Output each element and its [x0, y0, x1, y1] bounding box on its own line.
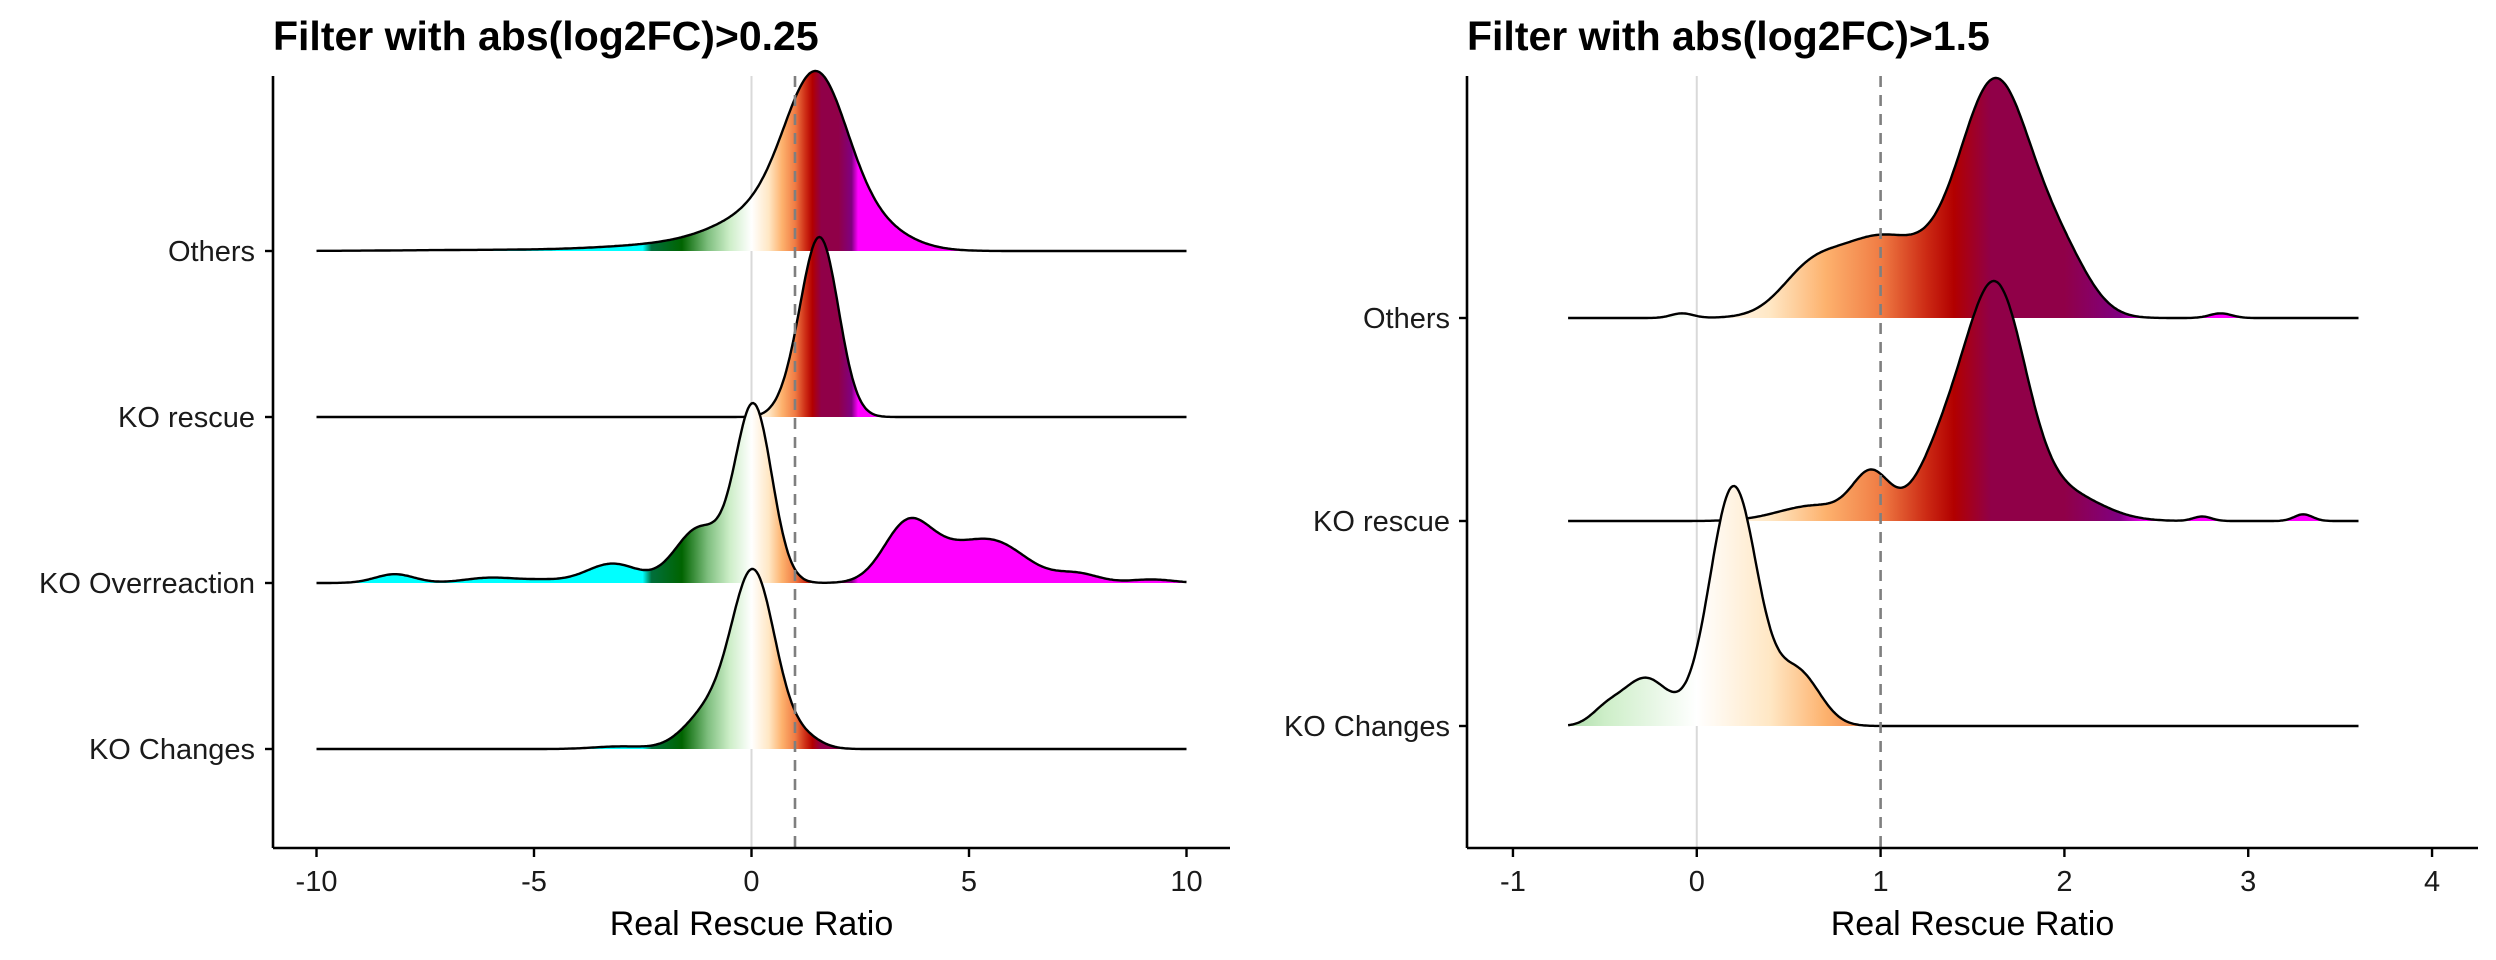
- panel-title: Filter with abs(log2FC)>0.25: [273, 13, 819, 59]
- ridge-ko-changes: [1567, 484, 2359, 728]
- ridge-outline-others: [1568, 76, 2359, 320]
- left-ridgeline-panel: Filter with abs(log2FC)>0.25 Others KO res…: [39, 13, 1230, 943]
- x-axis-title: Real Rescue Ratio: [610, 905, 893, 943]
- ridge-others: [1568, 76, 2359, 320]
- y-tick-label-others: Others: [1363, 303, 1450, 335]
- ridge-outline-ko-changes: [1567, 484, 2359, 728]
- ridge-outline-ko-changes: [316, 567, 1187, 751]
- ridge-fill-ko-changes: [1568, 486, 2359, 726]
- y-tick-label-others: Others: [168, 236, 255, 268]
- ridge-others: [316, 69, 1187, 253]
- ridge-fill-others: [316, 71, 1187, 251]
- x-tick-label: 0: [1689, 866, 1705, 898]
- ridge-ko-rescue: [1568, 279, 2359, 523]
- y-tick-label-ko-changes: KO Changes: [89, 734, 255, 766]
- x-tick-label: -10: [296, 866, 338, 898]
- ridge-ko-overreaction: [316, 401, 1187, 585]
- x-tick-label: 10: [1170, 866, 1202, 898]
- x-tick-label: -1: [1500, 866, 1526, 898]
- ridge-ko-changes: [316, 567, 1187, 751]
- y-tick-label-ko-overreaction: KO Overreaction: [39, 568, 255, 600]
- ridge-fill-others: [1568, 78, 2359, 318]
- ridge-outline-others: [316, 69, 1187, 253]
- x-tick-label: 4: [2424, 866, 2440, 898]
- ridge-fill-ko-changes: [316, 569, 1187, 749]
- x-tick-label: 1: [1873, 866, 1889, 898]
- x-tick-label: -5: [521, 866, 547, 898]
- x-tick-label: 3: [2240, 866, 2256, 898]
- ridge-fill-ko-overreaction: [316, 403, 1187, 583]
- y-tick-label-ko-changes: KO Changes: [1284, 711, 1450, 743]
- y-tick-label-ko-rescue: KO rescue: [1313, 506, 1450, 538]
- y-tick-label-ko-rescue: KO rescue: [118, 402, 255, 434]
- panel-title: Filter with abs(log2FC)>1.5: [1467, 13, 1990, 59]
- x-tick-label: 0: [743, 866, 759, 898]
- x-tick-label: 5: [961, 866, 977, 898]
- x-axis-title: Real Rescue Ratio: [1831, 905, 2114, 943]
- ridge-outline-ko-rescue: [1568, 279, 2359, 523]
- x-tick-label: 2: [2056, 866, 2072, 898]
- right-ridgeline-panel: Filter with abs(log2FC)>1.5 Others KO resc…: [1284, 13, 2478, 943]
- ridge-outline-ko-overreaction: [316, 401, 1187, 585]
- ridge-fill-ko-rescue: [1568, 281, 2359, 521]
